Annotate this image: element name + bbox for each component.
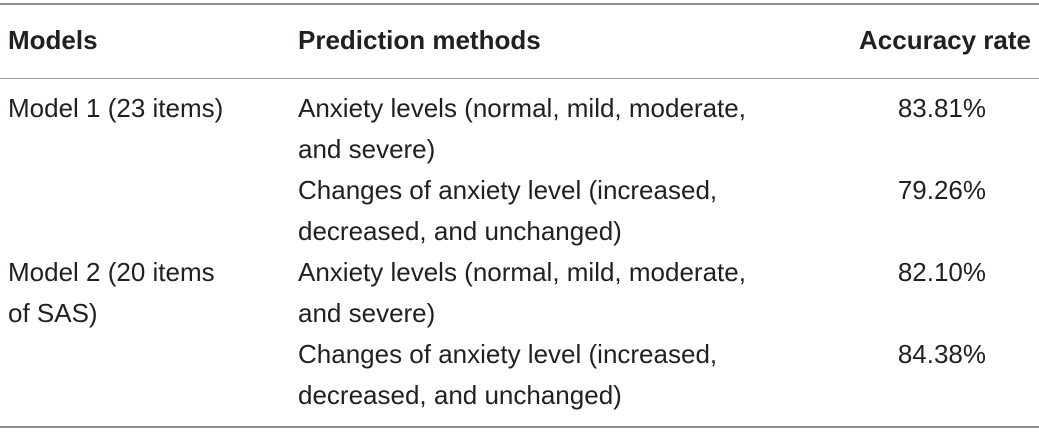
table-bottom-rule xyxy=(0,426,1039,428)
header-accuracy-rate: Accuracy rate xyxy=(859,25,1031,55)
row-4-method-line2: decreased, and unchanged) xyxy=(298,380,622,410)
row-3-method-line1: Anxiety levels (normal, mild, moderate, xyxy=(298,257,746,287)
row-1-accuracy: 83.81% xyxy=(897,93,986,123)
row-1-method-line1: Anxiety levels (normal, mild, moderate, xyxy=(298,93,746,123)
row-3-model-line2: of SAS) xyxy=(8,298,98,328)
row-3-method-line2: and severe) xyxy=(298,298,436,328)
row-1-model: Model 1 (23 items) xyxy=(8,93,224,123)
row-4-accuracy: 84.38% xyxy=(897,339,986,369)
header-separator-rule xyxy=(0,78,1039,79)
row-4-method-line1: Changes of anxiety level (increased, xyxy=(298,339,718,369)
row-2-method-line1: Changes of anxiety level (increased, xyxy=(298,175,718,205)
row-1-method-line2: and severe) xyxy=(298,134,436,164)
header-models: Models xyxy=(8,25,98,55)
row-2-accuracy: 79.26% xyxy=(897,175,986,205)
row-3-model-line1: Model 2 (20 items xyxy=(8,257,215,287)
row-2-method-line2: decreased, and unchanged) xyxy=(298,216,622,246)
row-3-accuracy: 82.10% xyxy=(897,257,986,287)
table-top-rule xyxy=(0,3,1039,5)
header-prediction-methods: Prediction methods xyxy=(298,25,541,55)
